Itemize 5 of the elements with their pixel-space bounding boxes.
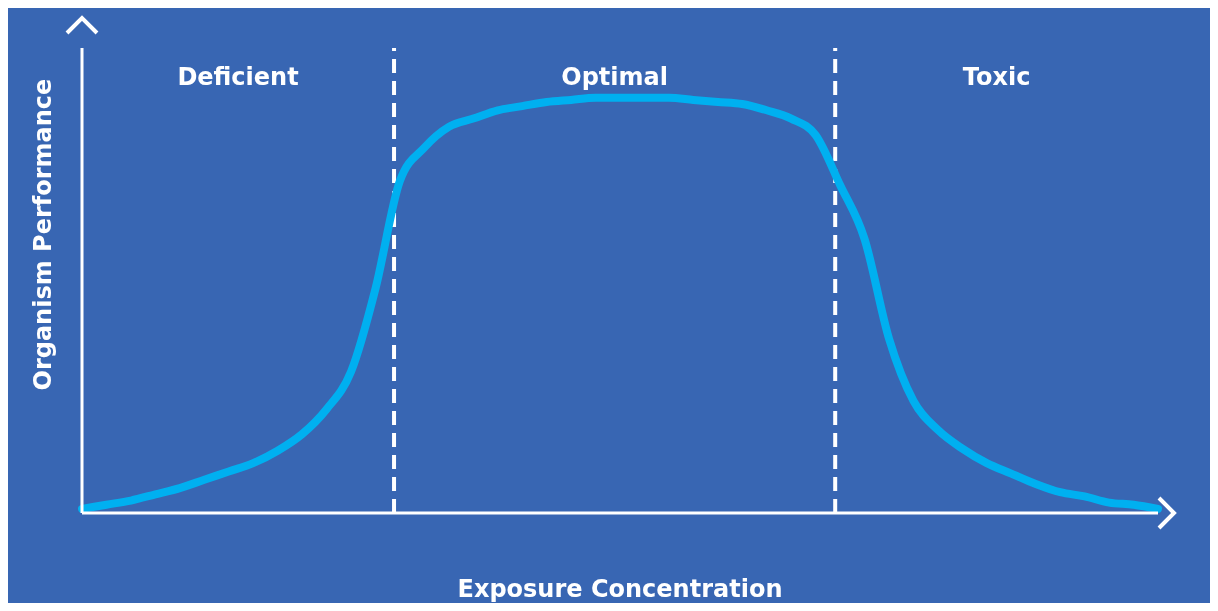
text: Deficient — [176, 63, 300, 91]
y-axis-title: Organism Performance — [28, 78, 57, 391]
text: Toxic — [961, 63, 1032, 91]
x-axis-title: Exposure Concentration — [457, 575, 783, 603]
text: Optimal — [560, 63, 669, 91]
